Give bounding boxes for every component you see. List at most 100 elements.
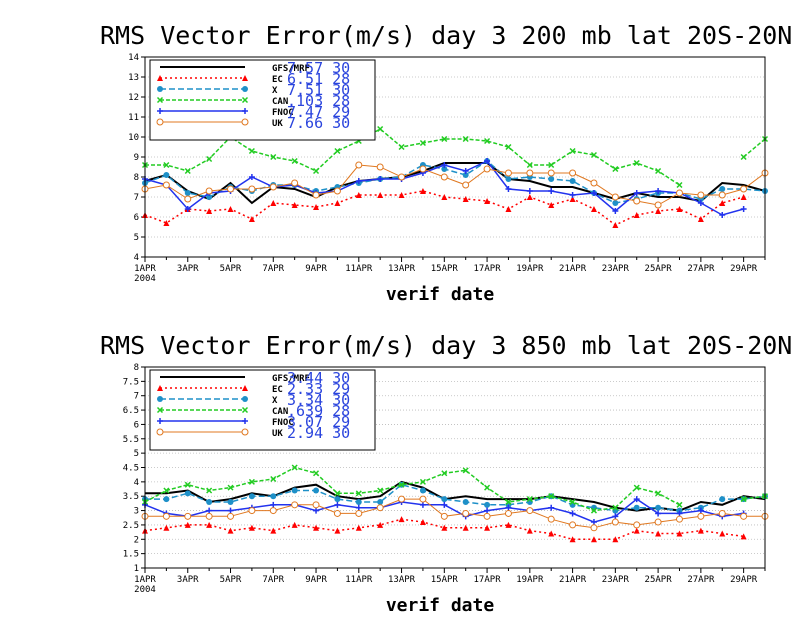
data-point	[441, 162, 448, 168]
data-point	[612, 165, 619, 173]
data-point	[719, 212, 726, 218]
data-point	[633, 527, 640, 534]
legend-label: CAN	[272, 97, 288, 107]
data-point	[270, 501, 277, 508]
data-point	[248, 524, 255, 531]
data-point	[655, 504, 662, 511]
data-point	[718, 509, 726, 517]
data-point	[398, 173, 406, 181]
data-point	[163, 172, 170, 178]
data-point	[697, 200, 704, 206]
legend-marker	[242, 396, 248, 402]
data-point	[462, 172, 469, 178]
x-tick-label: 27APR	[687, 575, 715, 585]
legend-label: UK	[272, 119, 283, 129]
data-point	[227, 185, 235, 193]
data-point	[377, 498, 384, 505]
data-point	[505, 521, 512, 528]
legend-stats: 7.47 29	[287, 103, 350, 121]
y-tick-label: 6	[134, 420, 139, 430]
data-point	[269, 507, 277, 515]
x-tick-label: 11APR	[345, 575, 373, 585]
legend-marker	[157, 396, 163, 402]
data-point	[291, 179, 299, 187]
x-axis-label: verif date	[386, 284, 495, 305]
data-point	[612, 504, 619, 511]
series-line	[145, 483, 766, 512]
data-point	[676, 181, 683, 189]
legend-label: GFS/MRF	[272, 374, 310, 384]
data-point	[333, 187, 341, 195]
x-tick-label: 13APR	[388, 575, 416, 585]
data-point	[313, 507, 320, 514]
data-point	[505, 498, 512, 505]
data-point	[419, 165, 427, 173]
legend-stats: 7.66 30	[287, 114, 350, 132]
data-point	[269, 183, 277, 191]
y-tick-label: 7	[134, 392, 139, 402]
data-point	[206, 521, 213, 528]
data-point	[227, 527, 234, 534]
data-point	[655, 510, 662, 517]
data-point	[419, 487, 426, 494]
x-tick-label: 29APR	[730, 575, 758, 585]
y-tick-label: 8	[134, 363, 139, 373]
data-point	[162, 512, 170, 520]
data-point	[162, 181, 170, 189]
data-point	[291, 202, 298, 208]
data-point	[676, 530, 683, 537]
data-point	[441, 135, 448, 143]
data-point	[248, 478, 255, 485]
data-point	[419, 139, 426, 147]
data-point	[419, 188, 426, 194]
y-tick-label: 3.5	[123, 492, 139, 502]
data-point	[334, 501, 341, 508]
data-point	[334, 200, 341, 206]
data-point	[184, 521, 191, 528]
data-point	[590, 206, 597, 212]
data-point	[740, 512, 748, 520]
chart-title: RMS Vector Error(m/s) day 3 850 mb lat 2…	[100, 331, 792, 360]
legend-marker	[156, 428, 164, 436]
data-point	[206, 208, 213, 214]
data-point	[206, 155, 213, 163]
y-tick-label: 2	[134, 535, 139, 545]
data-point	[612, 200, 619, 206]
legend-label: FNOC	[272, 418, 294, 428]
data-point	[184, 167, 191, 175]
data-point	[719, 200, 726, 206]
data-point	[270, 493, 277, 500]
data-point	[590, 151, 597, 159]
x-tick-label: 7APR	[262, 264, 284, 274]
y-tick-label: 14	[128, 53, 139, 63]
data-point	[633, 496, 640, 503]
legend-marker	[241, 118, 249, 126]
data-point	[590, 519, 597, 526]
series-can	[141, 464, 769, 514]
data-point	[484, 484, 491, 491]
x-tick-label: 21APR	[559, 264, 587, 274]
data-point	[377, 176, 384, 182]
data-point	[505, 504, 512, 511]
x-tick-label: 3APR	[177, 264, 199, 274]
data-point	[441, 194, 448, 200]
x-tick-label: 9APR	[305, 575, 327, 585]
data-point	[633, 504, 640, 511]
data-point	[291, 501, 299, 509]
data-point	[548, 493, 555, 500]
data-point	[462, 524, 469, 531]
data-point	[569, 536, 576, 543]
data-point	[334, 490, 341, 497]
legend-marker	[157, 75, 163, 81]
data-point	[398, 516, 405, 523]
data-point	[655, 530, 662, 537]
y-tick-label: 6	[134, 213, 139, 223]
data-point	[312, 501, 320, 509]
data-point	[676, 501, 683, 508]
legend-label: EC	[272, 385, 283, 395]
data-point	[163, 524, 170, 531]
data-point	[505, 176, 512, 182]
